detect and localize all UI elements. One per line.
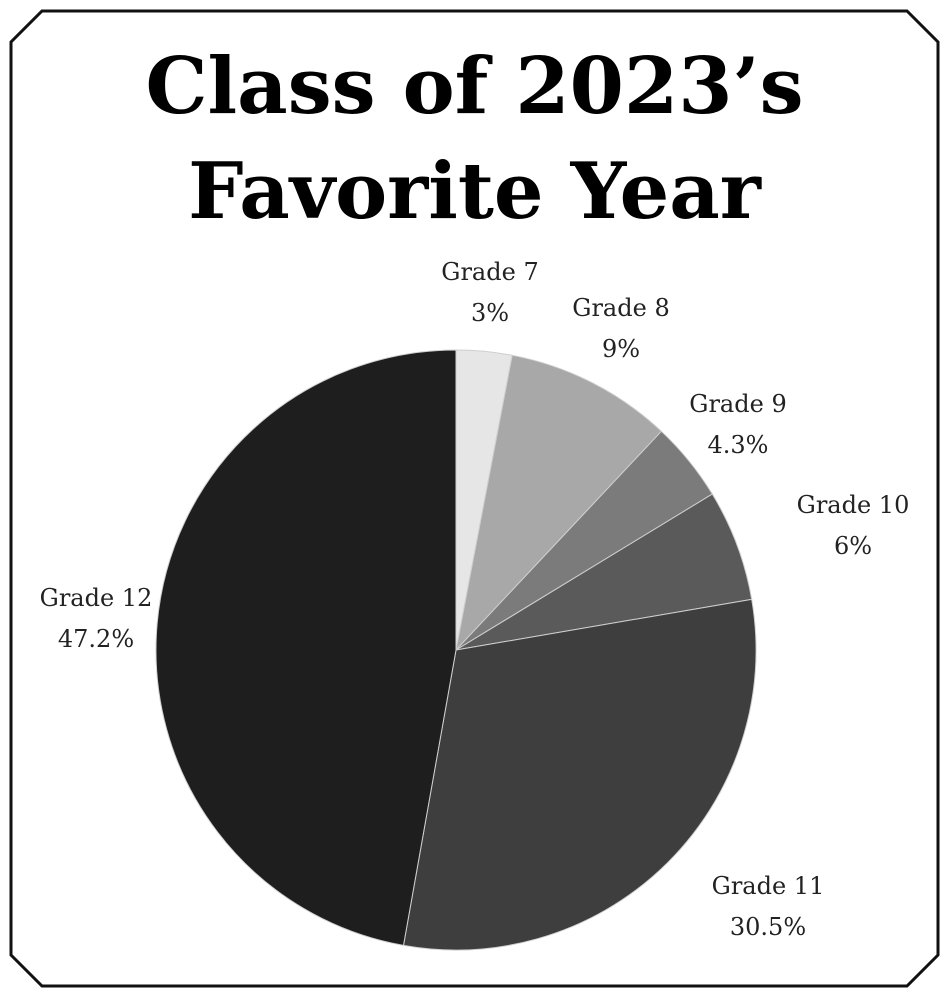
slice-name: Grade 10: [796, 491, 910, 519]
slice-percent: 3%: [470, 299, 510, 327]
slice-name: Grade 9: [689, 390, 787, 418]
chart-title-line-2: Favorite Year: [188, 146, 761, 237]
slice-label-grade-12: Grade 12 47.2%: [40, 578, 153, 660]
slice-name: Grade 8: [572, 294, 670, 322]
slice-name: Grade 7: [441, 258, 539, 286]
pie-slice-grade-12: [155, 349, 457, 946]
slice-percent: 47.2%: [57, 625, 135, 653]
slice-label-grade-10: Grade 10 6%: [797, 485, 910, 567]
pie-slice-grade-11: [402, 598, 757, 951]
slice-percent: 6%: [833, 532, 873, 560]
slice-name: Grade 12: [39, 584, 153, 612]
slice-label-grade-11: Grade 11 30.5%: [712, 866, 825, 948]
slice-percent: 4.3%: [707, 431, 769, 459]
slice-percent: 9%: [601, 335, 641, 363]
pie-slice-grade-8: [455, 354, 663, 652]
slice-name: Grade 11: [711, 872, 825, 900]
slice-label-grade-8: Grade 8 9%: [572, 288, 669, 370]
slice-label-grade-7: Grade 7 3%: [441, 252, 538, 334]
chart-title-line-1: Class of 2023’s: [145, 41, 804, 132]
slice-label-grade-9: Grade 9 4.3%: [689, 384, 786, 466]
slice-percent: 30.5%: [729, 913, 807, 941]
